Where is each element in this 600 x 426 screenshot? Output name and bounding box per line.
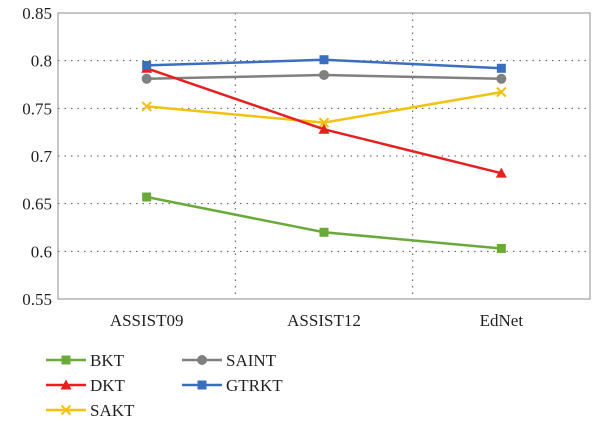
y-tick-label: 0.85 xyxy=(22,4,52,23)
series-saint xyxy=(141,69,507,84)
marker-square xyxy=(496,243,506,253)
x-axis-tick-labels: ASSIST09 ASSIST12 EdNet xyxy=(110,311,523,330)
y-tick-label: 0.65 xyxy=(22,195,52,214)
legend-label: BKT xyxy=(90,351,125,370)
x-tick-label: EdNet xyxy=(480,311,524,330)
marker-x xyxy=(318,117,330,128)
y-tick-label: 0.7 xyxy=(31,147,53,166)
series-line xyxy=(146,195,502,250)
y-tick-label: 0.8 xyxy=(31,52,52,71)
marker-circle xyxy=(496,73,507,84)
x-tick-label: ASSIST12 xyxy=(287,311,361,330)
marker-circle xyxy=(197,355,207,365)
marker-triangle xyxy=(318,123,330,134)
marker-circle xyxy=(319,69,329,80)
marker-square xyxy=(142,60,152,70)
legend-item-bkt: BKT xyxy=(46,351,125,370)
marker-square xyxy=(142,192,152,202)
y-tick-label: 0.6 xyxy=(31,242,52,261)
marker-square xyxy=(197,380,207,390)
legend-item-saint: SAINT xyxy=(182,351,277,370)
marker-x xyxy=(60,404,72,416)
marker-triangle xyxy=(60,379,72,390)
marker-x xyxy=(141,101,152,112)
marker-x xyxy=(496,86,507,98)
series-line xyxy=(146,90,502,124)
marker-triangle xyxy=(495,167,507,178)
series-dkt xyxy=(141,62,507,178)
plot-frame xyxy=(57,12,591,300)
series-sakt xyxy=(141,86,507,128)
legend-label: SAKT xyxy=(90,401,135,420)
legend-label: GTRKT xyxy=(226,376,283,395)
series-line xyxy=(146,67,502,175)
y-tick-label: 0.55 xyxy=(22,290,52,309)
marker-square xyxy=(319,55,329,65)
marker-square xyxy=(496,63,506,73)
series-bkt xyxy=(142,192,506,253)
y-tick-label: 0.75 xyxy=(22,99,52,118)
legend-item-gtrkt: GTRKT xyxy=(182,376,283,395)
legend-item-dkt: DKT xyxy=(46,376,126,395)
legend-label: DKT xyxy=(90,376,126,395)
legend-label: SAINT xyxy=(226,351,277,370)
marker-square xyxy=(61,355,71,365)
legend: BKT DKT SAKT SAINT GTRKT xyxy=(46,351,283,420)
y-axis-tick-labels: 0.55 0.6 0.65 0.7 0.75 0.8 0.85 xyxy=(22,4,52,309)
marker-square xyxy=(319,227,329,237)
x-tick-label: ASSIST09 xyxy=(110,311,184,330)
series-gtrkt xyxy=(142,55,506,73)
legend-item-sakt: SAKT xyxy=(46,401,135,420)
series-layer xyxy=(141,55,507,253)
marker-circle xyxy=(141,73,152,84)
